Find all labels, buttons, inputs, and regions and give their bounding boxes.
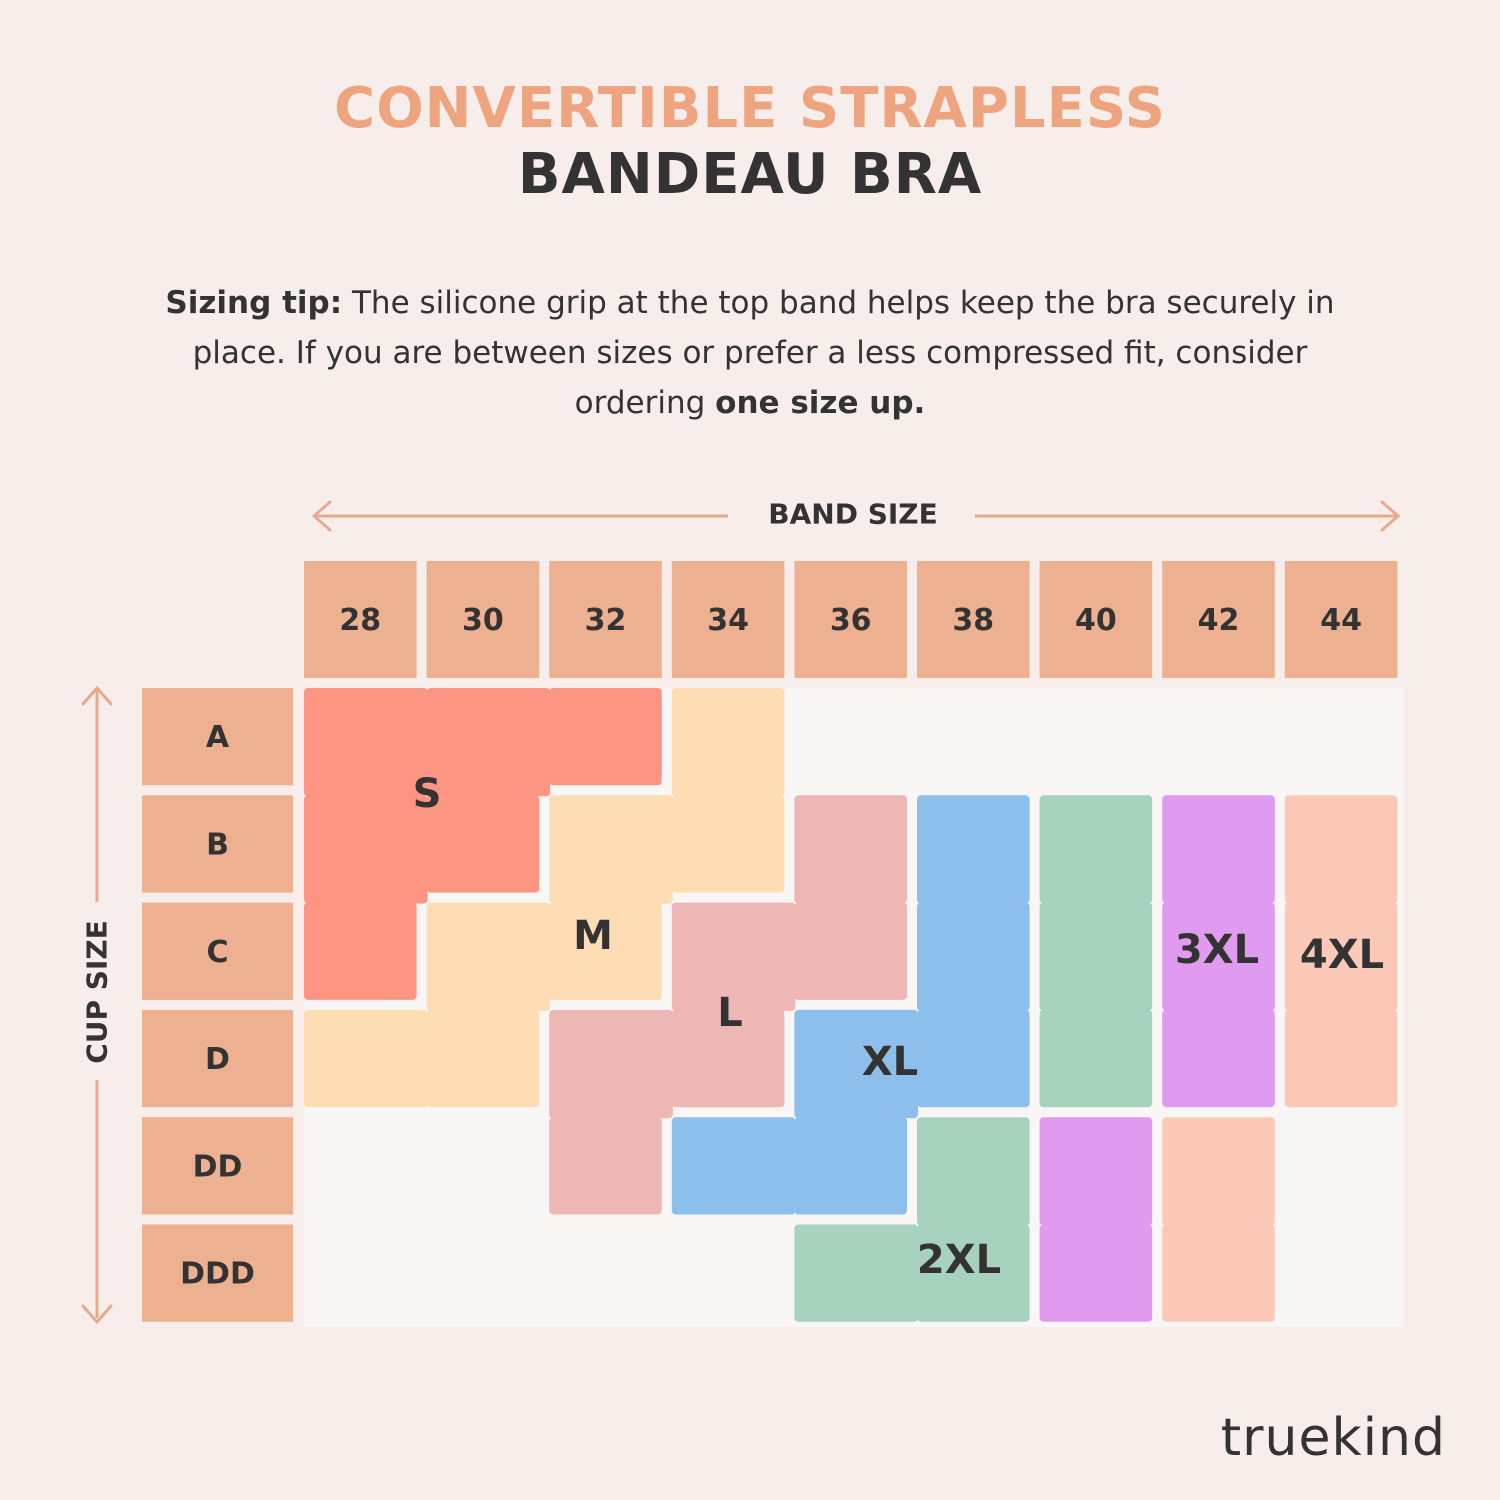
- size-region-l: [549, 795, 907, 1215]
- size-cell-xl: [671, 1117, 796, 1215]
- size-cell-s: [426, 795, 540, 893]
- sizing-tip: Sizing tip: The silicone grip at the top…: [140, 278, 1360, 428]
- size-region-m: [304, 688, 785, 1108]
- band-size-cell: [304, 561, 417, 678]
- size-label-4xl: 4XL: [1300, 932, 1384, 978]
- size-cell-m: [426, 1009, 540, 1108]
- cup-size-cell: [142, 1224, 293, 1322]
- cup-size-label: DD: [193, 1149, 243, 1184]
- size-cell-2xl: [1039, 1009, 1153, 1108]
- band-size-cell: [426, 561, 540, 678]
- size-cell-xl: [917, 1009, 1030, 1108]
- size-cell-l: [671, 902, 796, 1011]
- size-label-m: M: [573, 913, 613, 959]
- size-cell-3xl: [1162, 795, 1275, 904]
- band-size-cell: [1162, 561, 1275, 678]
- cup-size-cell: [142, 795, 293, 893]
- cup-size-label: B: [206, 827, 229, 862]
- band-size-cell: [917, 561, 1030, 678]
- size-cell-xl: [917, 902, 1030, 1011]
- cup-arrow-top-head: [81, 685, 113, 706]
- size-label-s: S: [413, 771, 442, 817]
- cup-size-label: A: [206, 720, 230, 755]
- band-arrow-right-head: [1380, 500, 1401, 532]
- size-cell-s: [549, 688, 662, 786]
- size-region-xl: [671, 795, 1030, 1215]
- size-cell-m: [426, 902, 551, 1011]
- size-cell-4xl: [1284, 902, 1398, 1011]
- size-region-4xl: [1162, 795, 1398, 1322]
- band-size-cell: [671, 561, 785, 678]
- size-cell-4xl: [1162, 1224, 1275, 1322]
- size-cell-m: [671, 688, 785, 797]
- size-cell-l: [671, 1009, 785, 1108]
- band-size-label: 42: [1198, 603, 1240, 638]
- size-cell-4xl: [1284, 795, 1398, 904]
- band-size-label: 40: [1075, 603, 1117, 638]
- size-cell-2xl: [917, 1117, 1030, 1226]
- size-cell-2xl: [917, 1224, 1030, 1322]
- size-cell-l: [794, 902, 907, 1000]
- size-cell-l: [549, 1009, 673, 1119]
- band-size-cell: [1284, 561, 1398, 678]
- size-region-3xl: [1039, 795, 1275, 1322]
- size-cell-m: [304, 1009, 428, 1108]
- cup-size-cell: [142, 688, 293, 786]
- sizing-tip-emphasis: one size up.: [715, 385, 926, 421]
- size-cell-m: [671, 795, 785, 893]
- band-size-label: 34: [707, 603, 749, 638]
- size-cell-xl: [917, 795, 1030, 904]
- band-size-label: 30: [462, 603, 504, 638]
- size-cell-2xl: [794, 1224, 918, 1322]
- band-size-cell: [1039, 561, 1153, 678]
- band-size-axis-label: BAND SIZE: [768, 498, 937, 531]
- size-cell-3xl: [1162, 902, 1275, 1011]
- size-cell-3xl: [1039, 1117, 1153, 1226]
- size-cell-m: [549, 795, 673, 904]
- cup-size-cell: [142, 1117, 293, 1215]
- size-cell-s: [304, 795, 428, 904]
- size-cell-xl: [794, 1117, 907, 1215]
- size-region-2xl: [794, 795, 1153, 1322]
- size-label-3xl: 3XL: [1175, 927, 1259, 973]
- band-size-label: 32: [585, 603, 627, 638]
- title-line-2: BANDEAU BRA: [517, 142, 983, 207]
- size-cell-m: [549, 902, 662, 1000]
- sizing-tip-label: Sizing tip:: [165, 285, 343, 321]
- size-cell-l: [549, 1117, 662, 1215]
- band-size-label: 38: [952, 603, 994, 638]
- brand-logo: truekind: [1220, 1408, 1446, 1468]
- cup-size-label: C: [206, 935, 228, 970]
- cup-size-axis-label: CUP SIZE: [81, 920, 114, 1064]
- band-size-cell: [794, 561, 907, 678]
- cup-size-cell: [142, 1009, 293, 1108]
- size-cell-s: [426, 688, 551, 797]
- size-label-2xl: 2XL: [917, 1237, 1001, 1283]
- size-cell-l: [794, 795, 907, 904]
- size-label-xl: XL: [862, 1039, 918, 1085]
- size-cell-4xl: [1284, 1009, 1398, 1108]
- band-size-label: 28: [339, 603, 381, 638]
- cup-size-cell: [142, 902, 293, 1000]
- size-cell-2xl: [1039, 902, 1153, 1011]
- sizing-tip-text: The silicone grip at the top band helps …: [192, 285, 1335, 421]
- band-arrow-left-head: [311, 500, 332, 532]
- band-size-cell: [549, 561, 662, 678]
- size-cell-2xl: [1039, 795, 1153, 904]
- size-label-l: L: [717, 990, 743, 1036]
- band-size-label: 36: [830, 603, 872, 638]
- cup-size-label: D: [205, 1042, 230, 1077]
- size-cell-xl: [794, 1009, 918, 1119]
- cup-size-label: DDD: [180, 1257, 255, 1292]
- size-cell-4xl: [1162, 1117, 1275, 1226]
- cup-arrow-bottom-head: [81, 1304, 113, 1325]
- size-cell-s: [304, 688, 428, 797]
- band-size-label: 44: [1320, 603, 1362, 638]
- title-line-1: CONVERTIBLE STRAPLESS: [333, 76, 1167, 141]
- size-cell-s: [304, 902, 417, 1000]
- size-region-s: [304, 688, 662, 1000]
- size-cell-3xl: [1162, 1009, 1275, 1108]
- size-cell-3xl: [1039, 1224, 1153, 1322]
